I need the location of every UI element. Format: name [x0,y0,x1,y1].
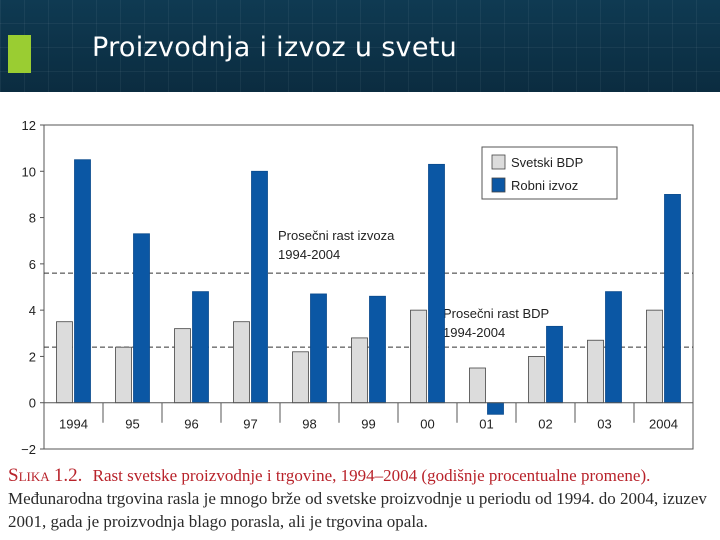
y-tick-label: 4 [29,303,36,318]
title-accent-bar [8,35,31,73]
x-tick-label: 00 [420,417,434,432]
x-tick-label: 03 [597,417,611,432]
bar-svetski-bdp [292,351,309,404]
bar-robni-izvoz [192,291,209,404]
slide-header: Proizvodnja i izvoz u svetu [0,0,720,92]
bar-svetski-bdp [56,321,73,404]
bar-robni-izvoz [74,159,91,404]
bar-svetski-bdp [587,339,604,404]
x-tick-label: 99 [361,417,375,432]
legend-swatch [491,177,506,193]
reference-line-label: Prosečni rast izvoza [278,228,395,243]
figure-caption: Slika 1.2. Rast svetske proizvodnje i tr… [8,464,716,533]
bar-svetski-bdp [646,309,663,404]
bar-robni-izvoz [605,291,622,404]
plot-frame [43,124,694,450]
legend-label: Robni izvoz [511,178,578,193]
bar-svetski-bdp [410,309,427,404]
x-tick-label: 98 [302,417,316,432]
reference-line-label: Prosečni rast BDP [443,306,549,321]
caption-label: Slika [8,465,50,486]
x-tick-label: 02 [538,417,552,432]
bar-svetski-bdp [528,356,545,404]
bar-robni-izvoz [310,293,327,404]
reference-line-period: 1994-2004 [443,325,505,340]
caption-number: 1.2. [53,465,83,486]
x-tick-label: 01 [479,417,493,432]
y-tick-label: 6 [29,257,36,272]
slide-title: Proizvodnja i izvoz u svetu [92,32,458,63]
x-tick-label: 2004 [649,417,678,432]
bar-robni-izvoz [133,233,150,404]
x-tick-label: 1994 [59,417,88,432]
bar-svetski-bdp [174,328,191,404]
bar-robni-izvoz [251,170,268,404]
y-tick-label: 8 [29,211,36,226]
y-tick-label: 0 [29,396,36,411]
x-tick-label: 95 [125,417,139,432]
caption-body: Međunarodna trgovina rasla je mnogo brže… [8,489,707,531]
caption-title: Rast svetske proizvodnje i trgovine, 199… [92,466,651,485]
bar-svetski-bdp [351,337,368,404]
bar-svetski-bdp [469,367,486,404]
x-tick-label: 97 [243,417,257,432]
bar-svetski-bdp [233,321,250,404]
header-pattern [0,0,720,92]
y-tick-label: 10 [22,164,36,179]
legend-label: Svetski BDP [511,155,583,170]
bar-robni-izvoz [664,194,681,404]
y-tick-label: 12 [22,118,36,133]
y-tick-label: −2 [21,442,36,457]
x-tick-label: 96 [184,417,198,432]
reference-line-period: 1994-2004 [278,247,340,262]
legend-swatch [491,154,506,170]
bar-robni-izvoz [487,402,504,415]
bar-robni-izvoz [546,325,563,404]
bar-svetski-bdp [115,346,132,404]
bar-robni-izvoz [428,163,445,404]
bar-robni-izvoz [369,295,386,404]
y-tick-label: 2 [29,349,36,364]
